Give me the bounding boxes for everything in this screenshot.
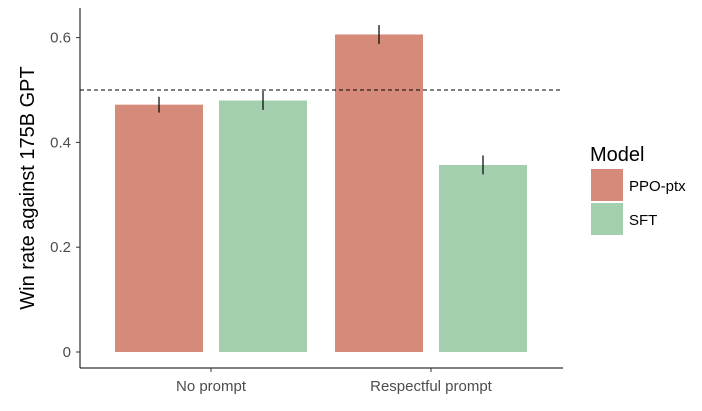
x-tick-label: No prompt — [176, 378, 247, 395]
axes — [79, 8, 563, 369]
y-axis-title: Win rate against 175B GPT — [17, 66, 39, 309]
x-ticks: No prompt Respectful prompt — [176, 368, 493, 395]
bars-layer — [115, 34, 527, 353]
y-tick-label: 0 — [63, 344, 71, 361]
legend-swatch-ppo-ptx — [591, 169, 623, 201]
legend: Model PPO-ptx SFT — [590, 144, 686, 235]
x-tick-label: Respectful prompt — [370, 378, 493, 395]
bar-sft-2 — [439, 164, 527, 352]
legend-swatch-sft — [591, 203, 623, 235]
legend-label: SFT — [629, 212, 657, 229]
y-tick-label: 0.2 — [50, 239, 71, 256]
legend-items: PPO-ptx SFT — [591, 169, 686, 235]
legend-title: Model — [590, 144, 644, 166]
y-tick-label: 0.6 — [50, 30, 71, 47]
y-ticks: 0 0.2 0.4 0.6 — [50, 30, 80, 361]
bar-sft-1 — [219, 100, 307, 352]
y-tick-label: 0.4 — [50, 134, 71, 151]
legend-label: PPO-ptx — [629, 178, 686, 195]
bar-ppo-ptx-1 — [115, 104, 203, 352]
bar-ppo-ptx-2 — [335, 34, 423, 353]
error-bars-layer — [158, 25, 484, 175]
